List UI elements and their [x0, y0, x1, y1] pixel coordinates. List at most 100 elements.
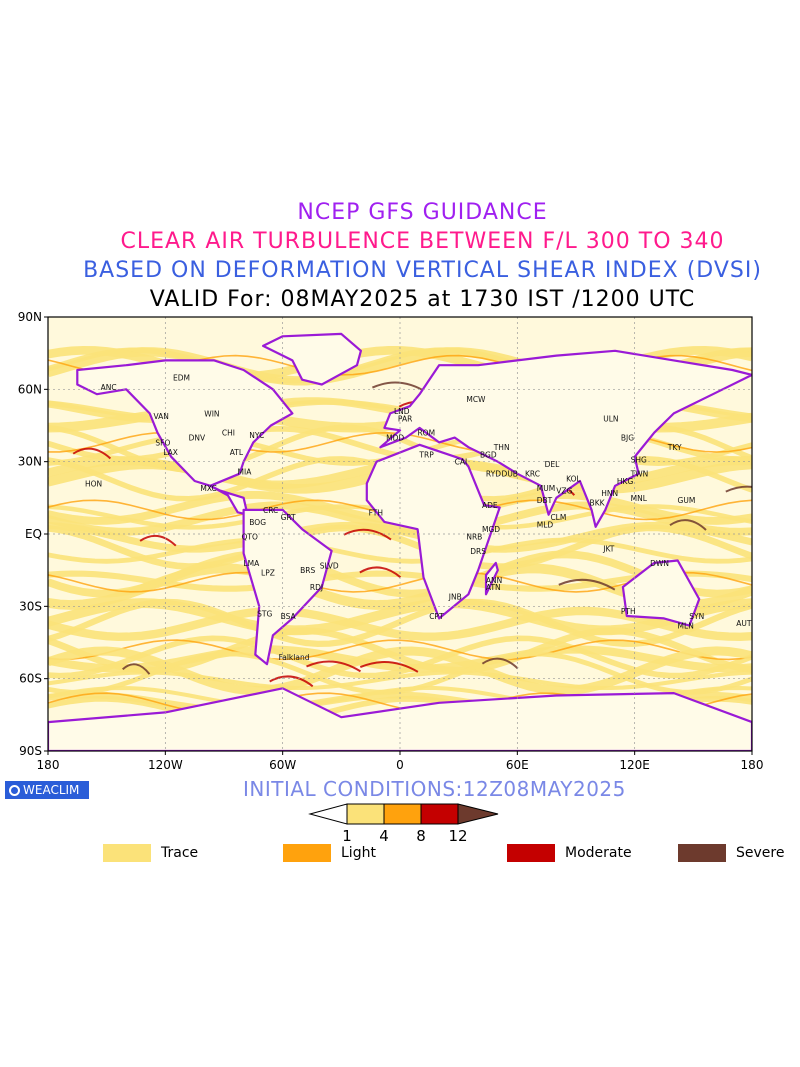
station-label: KOL	[566, 475, 581, 484]
station-label: DNV	[189, 434, 206, 443]
legend-severe: Severe	[678, 843, 784, 863]
station-label: ANC	[101, 383, 117, 392]
station-label: HON	[85, 479, 102, 488]
legend-swatch	[678, 844, 726, 862]
colorbar-tick: 1	[342, 827, 352, 845]
station-label: MGD	[482, 525, 500, 534]
colorbar-trace	[346, 803, 385, 825]
legend-swatch	[507, 844, 555, 862]
station-label: HNN	[601, 489, 618, 498]
station-label: WIN	[204, 409, 219, 418]
legend-trace: Trace	[103, 843, 198, 863]
lat-label: 90N	[18, 310, 42, 324]
legend-label: Moderate	[565, 845, 632, 861]
station-label: BRS	[300, 566, 315, 575]
station-label: FTH	[369, 508, 383, 517]
station-label: HKG	[617, 477, 634, 486]
title-line-3: BASED ON DEFORMATION VERTICAL SHEAR INDE…	[83, 258, 762, 283]
station-label: MXC	[200, 484, 216, 493]
title-line-1: NCEP GFS GUIDANCE	[297, 200, 548, 225]
station-label: SHG	[631, 455, 647, 464]
lat-label: 90S	[19, 744, 42, 758]
station-label: DRS	[470, 547, 486, 556]
station-label: CAI	[455, 458, 468, 467]
station-label: JKT	[602, 544, 615, 553]
station-label: MDD	[386, 434, 404, 443]
station-label: LAX	[163, 448, 178, 457]
lon-label: 60E	[506, 758, 529, 772]
station-label: SYN	[689, 612, 704, 621]
station-label: CLM	[550, 513, 566, 522]
legend-label: Severe	[736, 845, 785, 861]
initial-conditions: INITIAL CONDITIONS:12Z08MAY2025	[243, 777, 626, 801]
station-label: STG	[257, 610, 272, 619]
valid-time-title: VALID For: 08MAY2025 at 1730 IST /1200 U…	[149, 287, 696, 312]
station-label: CHI	[222, 429, 235, 438]
station-label: ATL	[230, 448, 244, 457]
logo-ring-icon	[9, 784, 20, 796]
station-label: PAR	[398, 414, 412, 423]
station-label: GUM	[678, 496, 696, 505]
title-line-2: CLEAR AIR TURBULENCE BETWEEN F/L 300 TO …	[120, 229, 725, 254]
legend-swatch	[283, 844, 331, 862]
colorbar: 1 4 8 12	[308, 803, 499, 845]
station-label: NYC	[249, 431, 264, 440]
colorbar-severe	[457, 803, 499, 825]
legend-moderate: Moderate	[507, 843, 632, 863]
station-label: VZG	[556, 487, 572, 496]
lat-label: 30S	[19, 599, 42, 613]
station-label: RDJ	[310, 583, 323, 592]
colorbar-tick: 4	[379, 827, 389, 845]
lon-label: 180	[37, 758, 60, 772]
station-label: LPZ	[261, 569, 275, 578]
station-label: ADE	[482, 501, 498, 510]
legend-swatch	[103, 844, 151, 862]
station-label: MLN	[678, 622, 694, 631]
station-label: MLD	[537, 520, 554, 529]
colorbar-light	[383, 803, 422, 825]
station-label: SFO	[155, 438, 170, 447]
station-label: GRT	[281, 513, 296, 522]
station-label: Falkland	[279, 653, 310, 662]
lon-label: 60W	[269, 758, 296, 772]
station-label: DEL	[545, 460, 561, 469]
station-label: KRC	[525, 470, 540, 479]
station-label: LMA	[243, 559, 260, 568]
station-label: VAN	[153, 412, 168, 421]
station-label: SLVD	[320, 561, 339, 570]
lon-label: 0	[396, 758, 404, 772]
station-label: TWN	[630, 470, 649, 479]
station-label: MNL	[631, 494, 648, 503]
colorbar-tick: 8	[416, 827, 426, 845]
station-label: BGD	[480, 450, 497, 459]
station-label: MCW	[466, 395, 486, 404]
station-label: EDM	[173, 373, 190, 382]
station-label: BOG	[249, 518, 266, 527]
colorbar-moderate	[420, 803, 459, 825]
station-label: JNB	[448, 593, 462, 602]
legend-label: Trace	[161, 845, 199, 861]
lat-label: 60N	[18, 382, 42, 396]
station-label: BSA	[281, 612, 297, 621]
station-label: TKY	[667, 443, 682, 452]
station-label: ANN	[486, 576, 502, 585]
lon-label: 180	[741, 758, 764, 772]
legend-label: Light	[341, 845, 376, 861]
colorbar-below	[308, 803, 348, 825]
station-label: ROM	[417, 429, 435, 438]
colorbar-tick: 12	[448, 827, 467, 845]
station-label: AUT	[736, 619, 752, 628]
lon-label: 120W	[148, 758, 183, 772]
station-label: CRC	[263, 506, 278, 515]
land-masses	[48, 332, 752, 751]
lat-label: EQ	[25, 527, 42, 541]
station-label: THN	[493, 443, 510, 452]
graticule	[48, 317, 752, 751]
legend-light: Light	[283, 843, 376, 863]
station-label: QTO	[241, 532, 257, 541]
station-label: RYD	[486, 470, 501, 479]
lon-label: 120E	[619, 758, 650, 772]
logo-text: WEACLIM	[23, 783, 80, 797]
